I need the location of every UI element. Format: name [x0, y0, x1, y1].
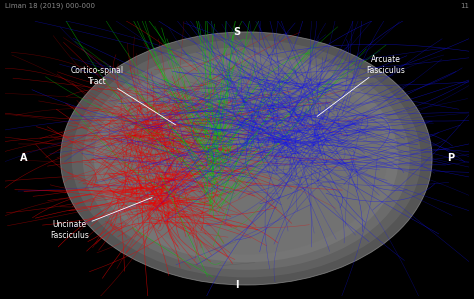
Ellipse shape [72, 39, 421, 277]
Ellipse shape [83, 47, 410, 270]
Text: P: P [447, 153, 454, 164]
Text: S: S [233, 27, 241, 37]
Text: Cortico-spinal
Tract: Cortico-spinal Tract [71, 66, 175, 125]
Text: A: A [19, 153, 27, 164]
Ellipse shape [105, 62, 388, 255]
Text: 11: 11 [460, 3, 469, 9]
Ellipse shape [61, 32, 432, 285]
Text: Liman 18 (2019) 000-000: Liman 18 (2019) 000-000 [5, 3, 95, 10]
Text: Arcuate
Fasciculus: Arcuate Fasciculus [317, 55, 405, 116]
Text: Uncinate
Fasciculus: Uncinate Fasciculus [50, 198, 152, 240]
Text: I: I [235, 280, 239, 290]
Ellipse shape [94, 55, 399, 262]
